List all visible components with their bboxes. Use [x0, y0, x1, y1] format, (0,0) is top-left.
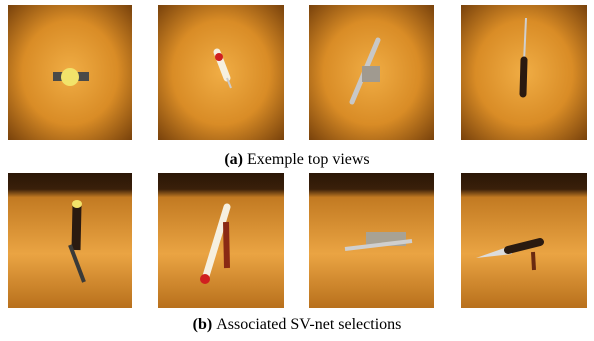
top-view-images	[8, 5, 587, 140]
photo	[158, 5, 284, 140]
object	[200, 274, 210, 284]
caption-text: Associated SV-net selections	[216, 316, 401, 333]
object	[215, 53, 223, 61]
object	[226, 222, 227, 268]
photo	[158, 173, 284, 308]
object	[362, 66, 380, 82]
selection-images	[8, 173, 587, 308]
caption-b: (b)Associated SV-net selections	[193, 316, 402, 333]
caption-label: (a)	[224, 151, 243, 168]
page: (a)Exemple top views (b)Associated SV-ne…	[0, 0, 594, 341]
object	[533, 252, 534, 270]
caption-text: Exemple top views	[247, 151, 370, 168]
object	[76, 205, 77, 250]
figure: (a)Exemple top views (b)Associated SV-ne…	[0, 0, 594, 341]
photo	[8, 173, 132, 308]
object	[72, 200, 82, 208]
photo	[461, 173, 587, 308]
object	[523, 60, 524, 94]
caption-a: (a)Exemple top views	[224, 151, 369, 168]
caption-label: (b)	[193, 316, 213, 333]
object	[61, 68, 79, 86]
